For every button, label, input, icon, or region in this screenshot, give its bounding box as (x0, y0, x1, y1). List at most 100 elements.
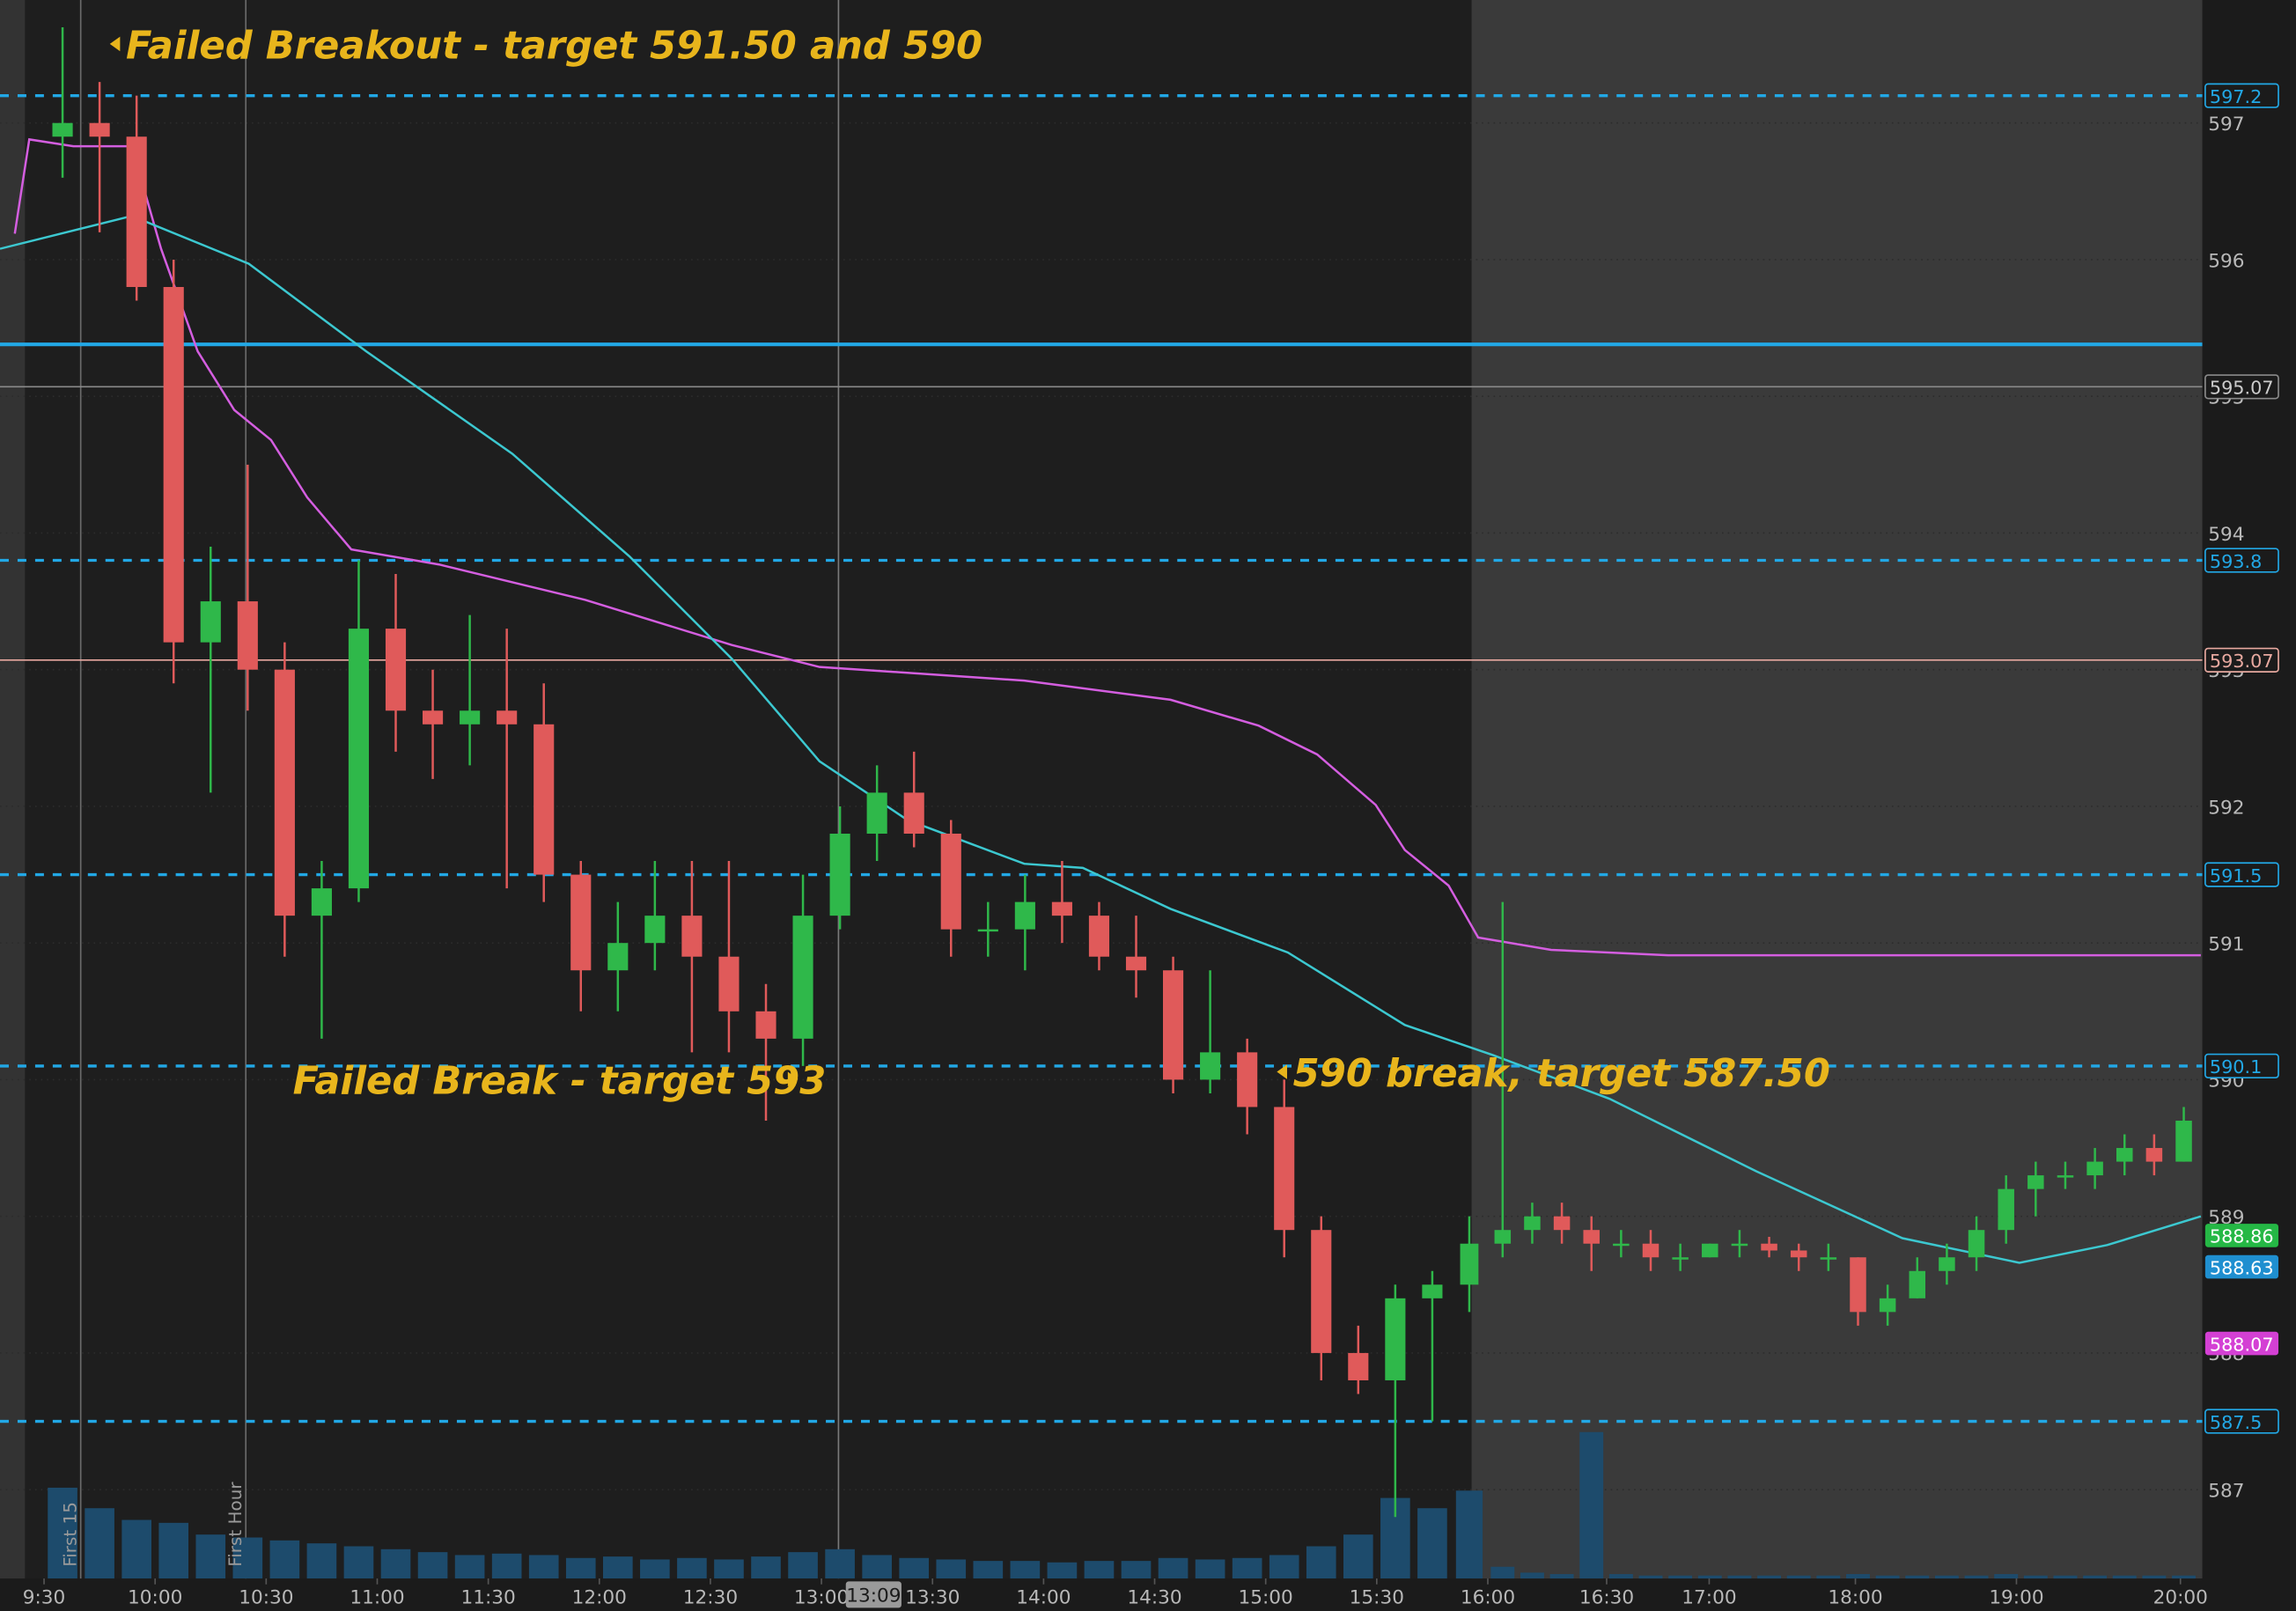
candle-body (385, 629, 407, 711)
candle-body (866, 792, 887, 834)
price-tag-label: 588.07 (2210, 1334, 2274, 1355)
volume-bar (1964, 1575, 1989, 1579)
annotation-arrow (1277, 1064, 1288, 1079)
candle-body (497, 710, 518, 725)
volume-bar (195, 1534, 226, 1579)
x-tick-label: 10:00 (128, 1586, 182, 1608)
candle-body (2175, 1121, 2192, 1162)
candle-body (1088, 916, 1110, 957)
y-tick-label: 594 (2208, 524, 2244, 546)
volume-bar (565, 1557, 596, 1579)
candle-body (2145, 1148, 2163, 1162)
volume-bar (1638, 1575, 1663, 1579)
candle-body (2057, 1175, 2074, 1178)
level-label: 591.5 (2210, 865, 2262, 886)
volume-bar (48, 1487, 77, 1579)
volume-bar (1846, 1574, 1870, 1579)
volume-bar (2053, 1575, 2078, 1579)
level-label: 587.5 (2210, 1412, 2262, 1433)
x-tick-label: 11:00 (350, 1586, 404, 1608)
x-tick-label: 11:30 (460, 1586, 515, 1608)
x-tick-label: 15:00 (1239, 1586, 1293, 1608)
candle-body (1613, 1243, 1630, 1247)
volume-bar (417, 1552, 448, 1579)
candle-body (1968, 1230, 1985, 1258)
candle-body (1200, 1052, 1221, 1080)
volume-bar (2112, 1575, 2137, 1579)
candle-body (1583, 1230, 1600, 1244)
volume-bar (677, 1557, 707, 1579)
candle-body (1524, 1216, 1541, 1231)
volume-bar (1306, 1546, 1336, 1579)
volume-bar (528, 1555, 559, 1579)
candle-body (460, 710, 481, 725)
candle-layer (52, 27, 2192, 1518)
x-tick-label: 10:30 (239, 1586, 293, 1608)
candle-body (607, 943, 629, 971)
candle-body (570, 874, 592, 971)
volume-bar (1994, 1574, 2019, 1579)
volume-bar (1232, 1557, 1262, 1579)
volume-bar (343, 1546, 374, 1579)
volume-bar (1084, 1561, 1115, 1579)
premarket-shade (0, 0, 26, 1579)
candle-body (52, 122, 73, 137)
volume-bar (825, 1548, 855, 1579)
volume-bar (899, 1557, 930, 1579)
x-tick-label: 13:00 (794, 1586, 849, 1608)
candle-body (1761, 1243, 1777, 1251)
level-label: 593.8 (2210, 551, 2262, 572)
annotation-arrow (787, 1071, 798, 1087)
volume-bar (158, 1522, 189, 1579)
volume-bar (714, 1559, 744, 1579)
price-tag-label: 588.63 (2210, 1257, 2274, 1278)
volume-bar (1417, 1508, 1447, 1579)
volume-bar (1490, 1566, 1515, 1579)
candle-body (903, 792, 924, 834)
candle-body (1274, 1107, 1295, 1231)
candle-body (977, 929, 998, 932)
volume-bar (380, 1548, 411, 1579)
candle-body (200, 601, 221, 643)
candle-body (1702, 1243, 1718, 1258)
price-tag-label: 588.86 (2210, 1226, 2274, 1247)
level-tag (2204, 374, 2279, 400)
candle-body (1014, 901, 1035, 930)
level-label: 595.07 (2210, 378, 2274, 399)
volume-bar (2172, 1575, 2196, 1579)
x-tick-label: 12:00 (572, 1586, 627, 1608)
volume-bar (1697, 1575, 1722, 1579)
candle-body (89, 122, 110, 137)
candle-body (311, 888, 332, 916)
crosshair-tag (845, 1581, 901, 1608)
candle-body (1553, 1216, 1571, 1231)
volume-bar (1195, 1559, 1225, 1579)
candle-body (1237, 1052, 1258, 1107)
level-label: 597.2 (2210, 86, 2262, 107)
volume-bar (1269, 1555, 1299, 1579)
x-tick-label: 16:00 (1461, 1586, 1515, 1608)
volume-bar (1816, 1575, 1841, 1579)
volume-bar (232, 1537, 263, 1579)
candle-body (681, 916, 703, 957)
volume-bar (1010, 1561, 1041, 1579)
volume-bar (1549, 1574, 1574, 1579)
volume-bar (2023, 1575, 2048, 1579)
candle-body (792, 916, 813, 1039)
y-tick-label: 596 (2208, 250, 2244, 272)
level-tag (2204, 862, 2279, 887)
candle-body (1731, 1243, 1748, 1247)
x-tick-label: 17:00 (1682, 1586, 1736, 1608)
candle-body (534, 724, 555, 875)
level-tag (2204, 1053, 2279, 1079)
volume-bar (1121, 1561, 1152, 1579)
candle-body (1850, 1257, 1866, 1313)
x-tick-label: 12:30 (683, 1586, 738, 1608)
volume-bar (602, 1556, 633, 1579)
volume-bar (1455, 1490, 1483, 1579)
candle-body (1494, 1230, 1512, 1244)
volume-bar (2142, 1575, 2167, 1579)
candle-body (237, 601, 258, 670)
volume-bar (1934, 1575, 1959, 1579)
